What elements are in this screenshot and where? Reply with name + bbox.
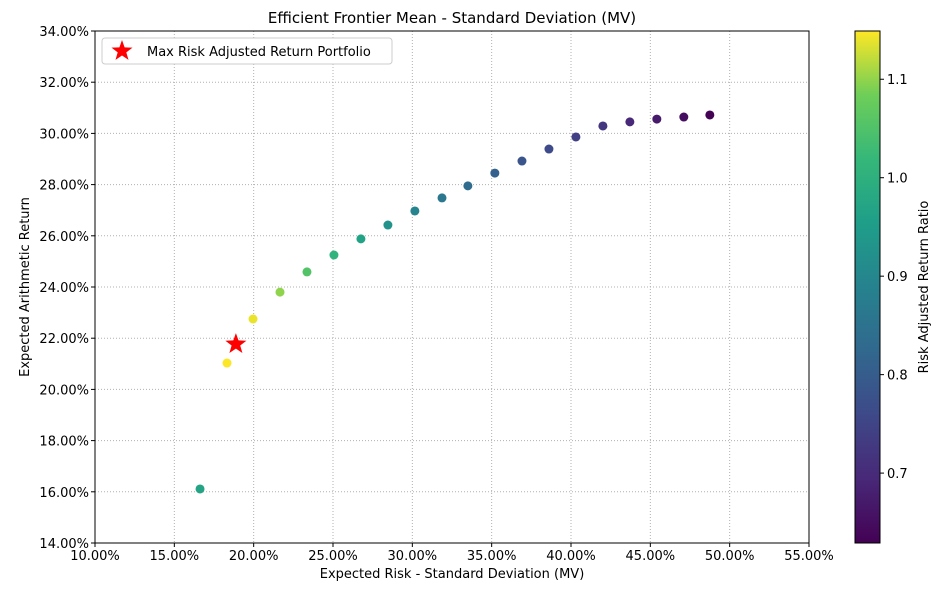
x-tick-label: 45.00%	[626, 549, 676, 564]
x-tick-label: 40.00%	[546, 549, 596, 564]
legend-box	[101, 37, 393, 65]
frontier-point	[275, 287, 285, 297]
y-tick-label: 24.00%	[39, 281, 89, 296]
x-tick-label: 25.00%	[308, 549, 358, 564]
frontier-point	[598, 121, 608, 131]
y-tick-label: 30.00%	[39, 127, 89, 142]
colorbar-label: Risk Adjusted Return Ratio	[917, 201, 932, 374]
x-tick-label: 30.00%	[388, 549, 438, 564]
plot-frame	[94, 30, 810, 544]
frontier-point	[490, 168, 500, 178]
frontier-point	[517, 156, 527, 166]
legend-star-icon	[111, 40, 133, 60]
colorbar	[854, 30, 881, 544]
frontier-point	[383, 220, 393, 230]
max-risk-adjusted-star	[225, 333, 247, 353]
x-tick-label: 55.00%	[784, 549, 834, 564]
frontier-point	[625, 117, 635, 127]
colorbar-tick-label: 1.0	[887, 172, 908, 187]
colorbar-ticks: 0.7 0.8 0.9 1.0 1.1	[880, 73, 908, 482]
y-tick-label: 18.00%	[39, 435, 89, 450]
frontier-point	[679, 112, 689, 122]
frontier-point	[652, 114, 662, 124]
frontier-point	[705, 110, 715, 120]
y-tick-label: 16.00%	[39, 486, 89, 501]
x-axis-ticks: 10.00% 15.00% 20.00% 25.00% 30.00% 35.00% 40.0…	[70, 543, 834, 564]
frontier-point	[437, 193, 447, 203]
scatter-points	[195, 110, 715, 494]
frontier-point	[329, 250, 339, 260]
grid	[94, 30, 810, 544]
y-tick-label: 28.00%	[39, 179, 89, 194]
frontier-point	[356, 234, 366, 244]
colorbar-tick-label: 0.9	[887, 270, 908, 285]
colorbar-tick-label: 0.7	[887, 467, 908, 482]
y-tick-label: 32.00%	[39, 76, 89, 91]
colorbar-tick-label: 1.1	[887, 73, 908, 88]
y-axis-ticks: 14.00% 16.00% 18.00% 20.00% 22.00% 24.00% 26.0…	[39, 25, 95, 552]
frontier-point	[302, 267, 312, 277]
x-tick-label: 10.00%	[70, 549, 120, 564]
colorbar-tick-label: 0.8	[887, 369, 908, 384]
x-tick-label: 50.00%	[705, 549, 755, 564]
y-axis-label: Expected Arithmetic Return	[18, 197, 33, 377]
x-axis-label: Expected Risk - Standard Deviation (MV)	[320, 567, 585, 582]
y-tick-label: 26.00%	[39, 230, 89, 245]
frontier-point	[571, 132, 581, 142]
x-tick-label: 15.00%	[150, 549, 200, 564]
frontier-point	[222, 358, 232, 368]
y-tick-label: 22.00%	[39, 332, 89, 347]
x-tick-label: 35.00%	[467, 549, 517, 564]
chart-title: Efficient Frontier Mean - Standard Devia…	[268, 9, 636, 27]
x-tick-label: 20.00%	[229, 549, 279, 564]
frontier-point	[463, 181, 473, 191]
frontier-point	[410, 206, 420, 216]
legend-label: Max Risk Adjusted Return Portfolio	[147, 45, 371, 60]
frontier-point	[544, 144, 554, 154]
y-tick-label: 20.00%	[39, 383, 89, 398]
frontier-point	[195, 484, 205, 494]
y-tick-label: 14.00%	[39, 537, 89, 552]
legend: Max Risk Adjusted Return Portfolio	[101, 37, 393, 65]
y-tick-label: 34.00%	[39, 25, 89, 40]
frontier-point	[248, 314, 258, 324]
